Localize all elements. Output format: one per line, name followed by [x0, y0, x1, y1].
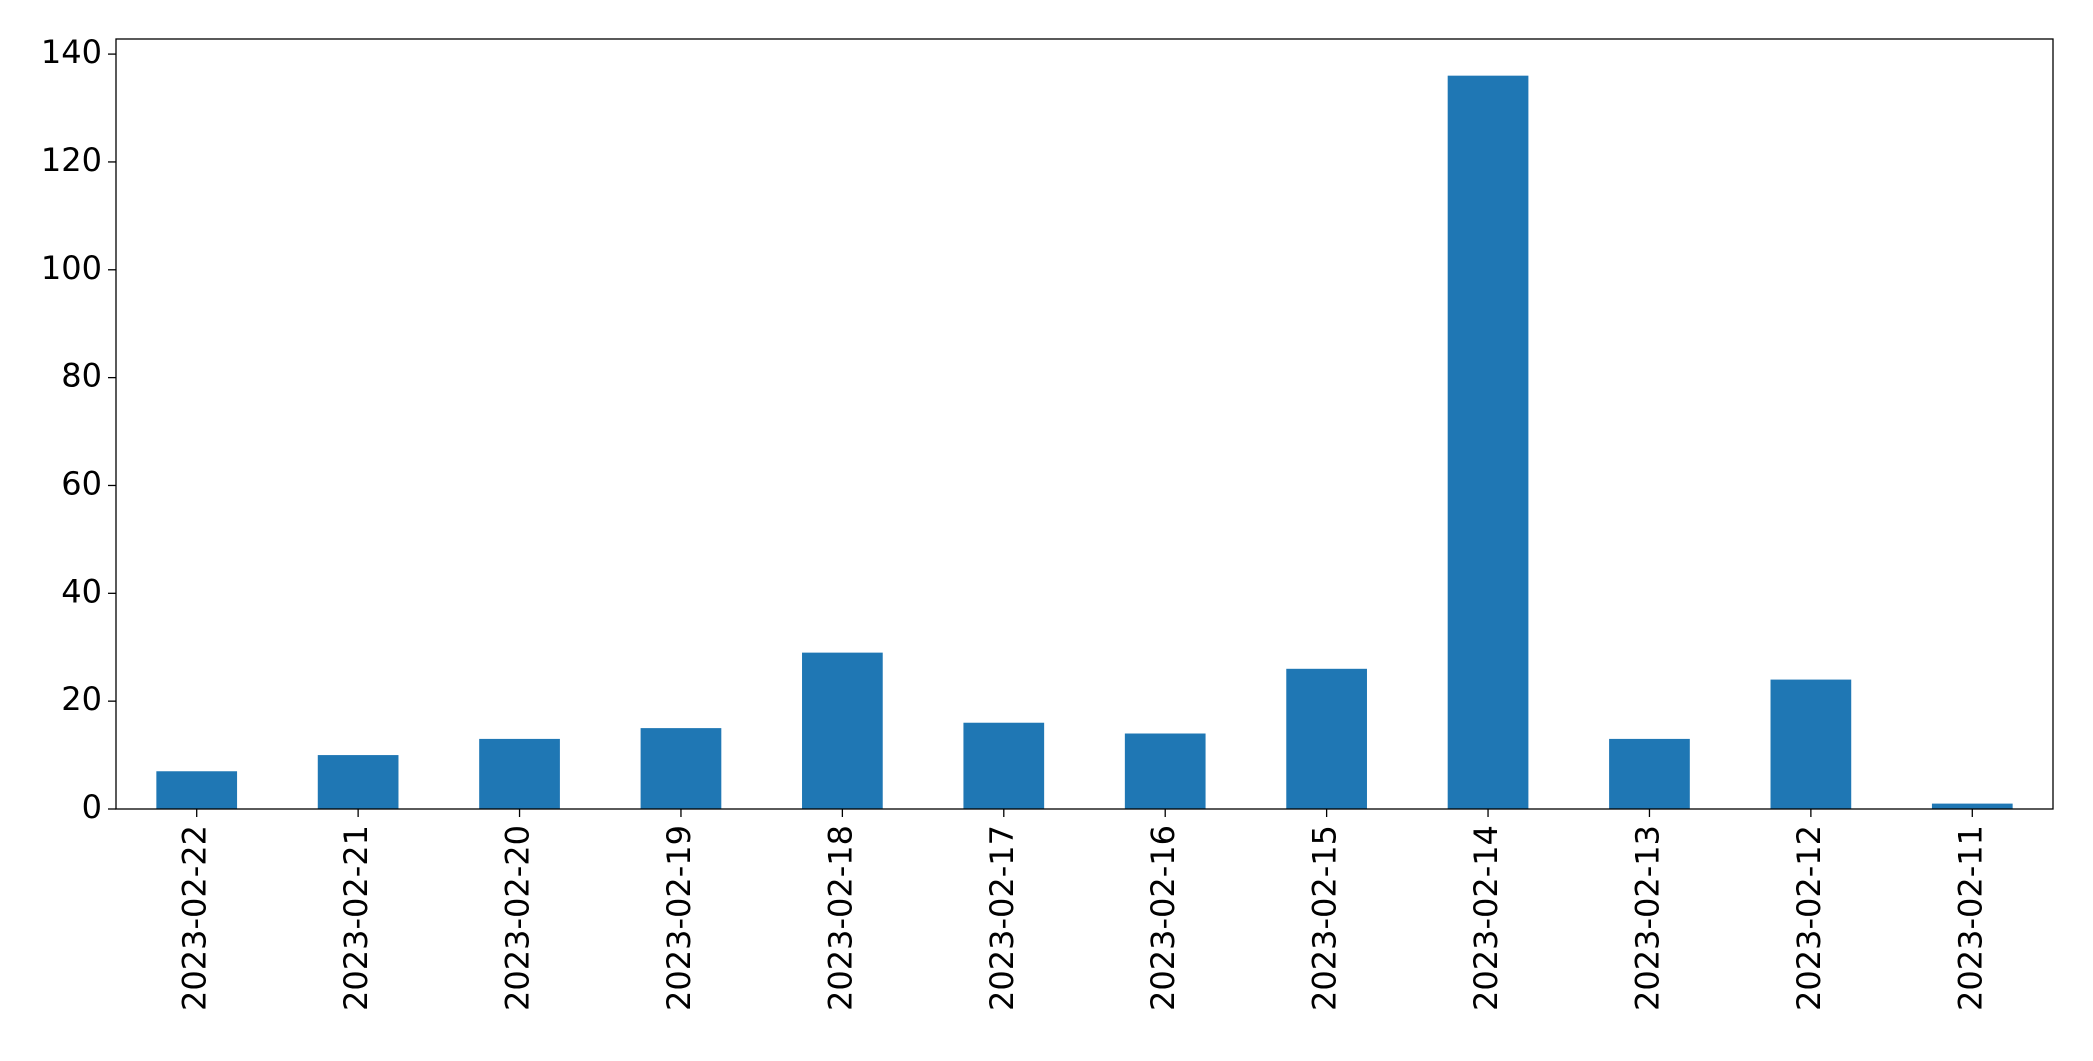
y-tick-label: 80	[61, 357, 102, 395]
x-tick-label: 2023-02-20	[499, 825, 537, 1011]
bar	[640, 728, 722, 809]
x-tick-label: 2023-02-14	[1467, 825, 1505, 1011]
y-tick-label: 120	[41, 141, 102, 179]
bar	[802, 652, 883, 809]
y-tick-label: 140	[41, 33, 102, 71]
x-tick-label: 2023-02-13	[1628, 825, 1666, 1011]
y-tick-label: 40	[61, 572, 102, 610]
x-tick-label: 2023-02-15	[1306, 825, 1344, 1011]
bar	[1447, 75, 1529, 809]
x-tick-label: 2023-02-16	[1144, 825, 1182, 1011]
bar	[1770, 679, 1852, 809]
y-tick-label: 0	[82, 788, 102, 826]
bar	[1124, 733, 1206, 809]
axes-frame	[115, 38, 2054, 810]
bar	[1286, 668, 1367, 809]
y-tick-label: 20	[61, 680, 102, 718]
x-tick-label: 2023-02-22	[176, 825, 214, 1011]
x-tick-label: 2023-02-11	[1951, 825, 1989, 1011]
y-tick-label: 60	[61, 464, 102, 502]
bar	[1609, 738, 1690, 809]
bar	[479, 738, 560, 809]
bar	[1931, 803, 2013, 809]
x-tick-label: 2023-02-21	[337, 825, 375, 1011]
bar	[156, 771, 238, 809]
x-tick-label: 2023-02-17	[983, 825, 1021, 1011]
x-tick-label: 2023-02-18	[821, 825, 859, 1011]
bar	[963, 722, 1045, 809]
y-tick-label: 100	[41, 249, 102, 287]
bar	[317, 755, 399, 809]
x-tick-label: 2023-02-12	[1790, 825, 1828, 1011]
x-tick-label: 2023-02-19	[660, 825, 698, 1011]
